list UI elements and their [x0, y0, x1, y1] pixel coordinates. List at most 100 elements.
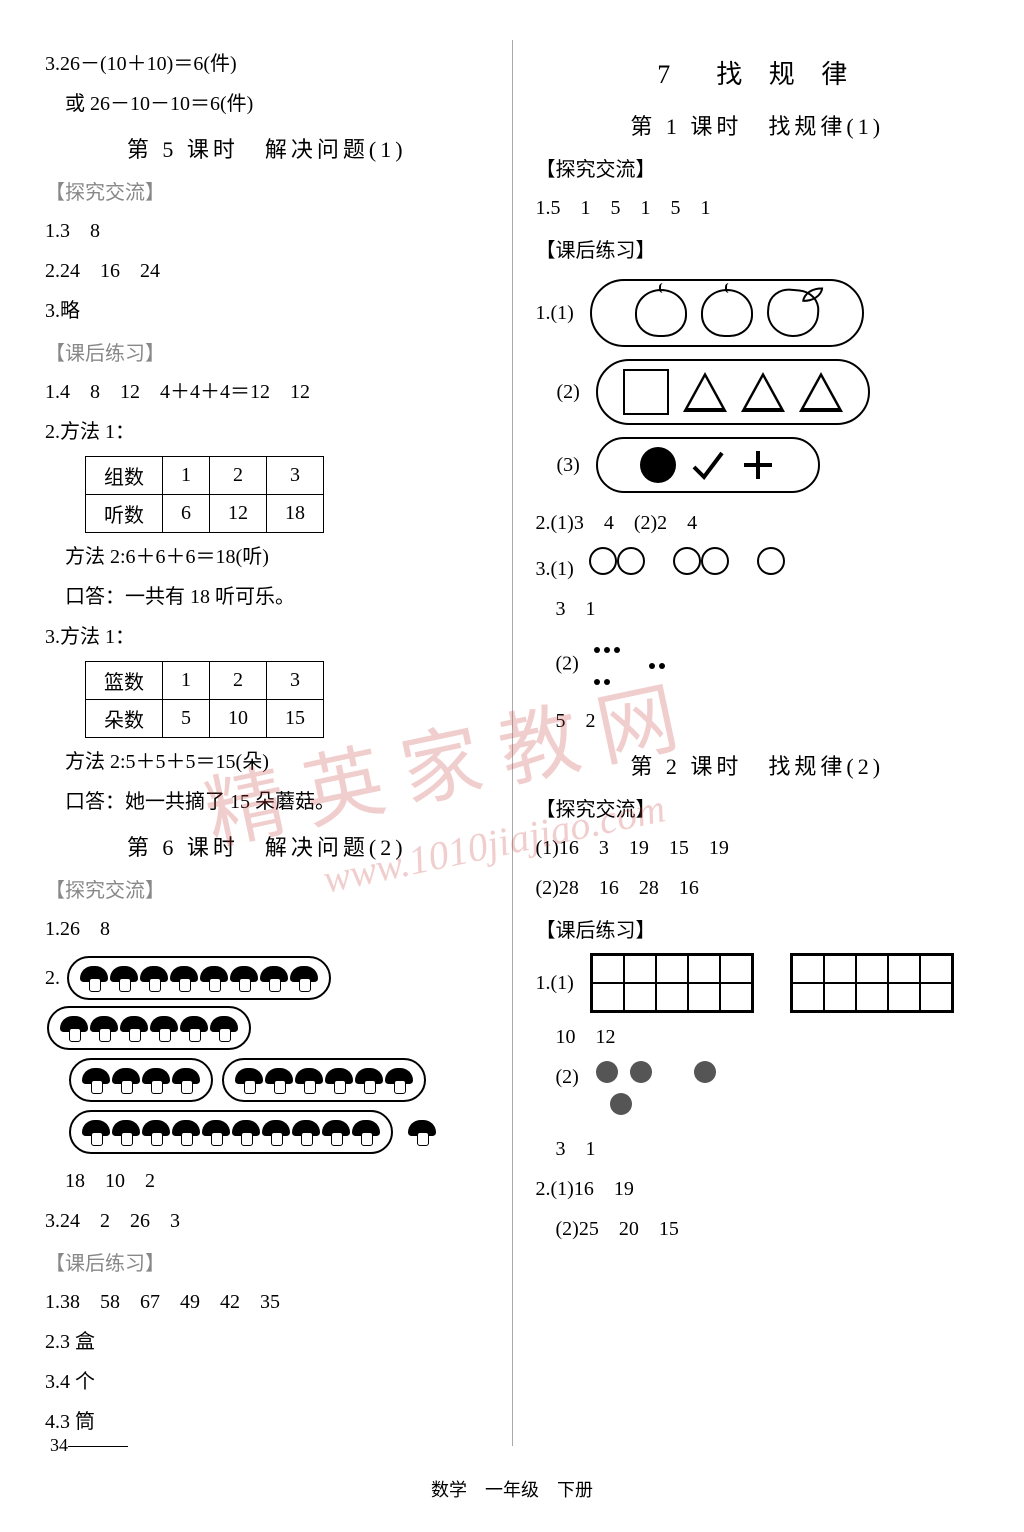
l5-q2: 2.24 16 24	[45, 255, 489, 287]
r-l2-practice: 【课后练习】	[536, 914, 980, 943]
chapter-title: 7 找 规 律	[536, 54, 980, 91]
footer-text: 数学 一年级 下册	[0, 1466, 1024, 1532]
mushroom-group	[47, 1006, 251, 1050]
triangle-icon	[799, 372, 843, 412]
l5-p1: 1.4 8 12 4＋4＋4＝12 12	[45, 376, 489, 408]
r-p1-2-label: (2)	[557, 381, 580, 404]
r-l1-p3-2: 3. (2)	[536, 633, 980, 697]
r-l2-p1-2-nums: 3 1	[536, 1133, 980, 1165]
apple-icon	[701, 289, 753, 337]
l5-p2-intro: 2.方法 1：	[45, 416, 489, 448]
r-p3-1-nums: 3 1	[536, 593, 980, 625]
t2-h2: 2	[210, 662, 267, 700]
r-p1-2-row: 1. (2)	[536, 353, 980, 431]
r-l2-p1-2-label: (2)	[556, 1066, 579, 1088]
lesson6-practice-label: 【课后练习】	[45, 1247, 489, 1276]
t1-h2: 2	[210, 457, 267, 495]
grid-left	[590, 953, 754, 1013]
r-p3-1-label: 3.(1)	[536, 558, 574, 580]
triangle-icon	[741, 372, 785, 412]
solid-dot-icon	[596, 1061, 618, 1083]
t1-h0: 组数	[86, 457, 163, 495]
q3a: 3.26－(10＋10)＝6(件)	[45, 48, 489, 80]
t2-r3: 15	[267, 700, 324, 738]
lesson5-practice-label: 【课后练习】	[45, 337, 489, 366]
mushroom-group	[69, 1058, 213, 1102]
r-lesson2-title: 第 2 课时 找规律(2)	[536, 749, 980, 781]
r-p1-label: 1.(1)	[536, 302, 574, 325]
l5-q3: 3.略	[45, 295, 489, 327]
l6-p3: 3.4 个	[45, 1366, 489, 1398]
l6-p4: 4.3 筒	[45, 1406, 489, 1438]
r-l2-q12: (2)28 16 28 16	[536, 872, 980, 904]
circle-icon	[701, 547, 729, 575]
t1-r2: 12	[210, 495, 267, 533]
r-p1-3-label: (3)	[557, 454, 580, 477]
solid-dot-icon	[694, 1061, 716, 1083]
circle-icon	[757, 547, 785, 575]
l6-q2-label: 2.	[45, 967, 60, 989]
r-l2-p2-2: (2)25 20 15	[536, 1213, 980, 1245]
table1: 组数 1 2 3 听数 6 12 18	[85, 456, 324, 533]
right-column: 7 找 规 律 第 1 课时 找规律(1) 【探究交流】 1.5 1 5 1 5…	[521, 40, 995, 1446]
t1-h3: 3	[267, 457, 324, 495]
r-l2-q11: (1)16 3 19 15 19	[536, 832, 980, 864]
oval-shapes	[596, 359, 870, 425]
solid-dot-icon	[630, 1061, 652, 1083]
lesson5-title: 第 5 课时 解决问题(1)	[45, 132, 489, 164]
mushroom-icon	[408, 1120, 436, 1146]
t2-r1: 5	[163, 700, 210, 738]
r-l1-practice: 【课后练习】	[536, 234, 980, 263]
t1-r0: 听数	[86, 495, 163, 533]
t2-h0: 篮数	[86, 662, 163, 700]
mushroom-group	[69, 1110, 393, 1154]
t2-r2: 10	[210, 700, 267, 738]
l5-p2-m2: 方法 2:6＋6＋6＝18(听)	[45, 541, 489, 573]
l6-q2-nums: 18 10 2	[45, 1165, 489, 1197]
table2: 篮数 1 2 3 朵数 5 10 15	[85, 661, 324, 738]
r-l1-q1: 1.5 1 5 1 5 1	[536, 192, 980, 224]
triangle-icon	[683, 372, 727, 412]
q3b: 或 26－10－10＝6(件)	[45, 88, 489, 120]
lesson6-explore-label: 【探究交流】	[45, 874, 489, 903]
l5-p2-ans: 口答：一共有 18 听可乐。	[45, 581, 489, 613]
t1-r3: 18	[267, 495, 324, 533]
l6-p1: 1.38 58 67 49 42 35	[45, 1286, 489, 1318]
mushroom-group	[222, 1058, 426, 1102]
mushroom-group	[67, 956, 331, 1000]
peach-icon	[765, 287, 821, 339]
page-number: 34	[50, 1435, 128, 1456]
oval-fruits	[590, 279, 864, 347]
r-p1-1-row: 1.(1)	[536, 273, 980, 353]
r-l2-p1: 1.(1)	[536, 953, 980, 1013]
check-icon	[690, 447, 726, 483]
solid-dot-icon	[610, 1093, 632, 1115]
l6-p2: 2.3 盒	[45, 1326, 489, 1358]
grid-right	[790, 953, 954, 1013]
l6-q1: 1.26 8	[45, 913, 489, 945]
r-l2-explore: 【探究交流】	[536, 793, 980, 822]
r-l2-p2-1: 2.(1)16 19	[536, 1173, 980, 1205]
t1-r1: 6	[163, 495, 210, 533]
t2-h3: 3	[267, 662, 324, 700]
apple-icon	[635, 289, 687, 337]
l5-p3-ans: 口答：她一共摘了 15 朵蘑菇。	[45, 786, 489, 818]
l5-q1: 1.3 8	[45, 215, 489, 247]
r-lesson1-title: 第 1 课时 找规律(1)	[536, 109, 980, 141]
l5-p3-intro: 3.方法 1：	[45, 621, 489, 653]
square-icon	[623, 369, 669, 415]
dot-group	[592, 633, 622, 697]
circle-icon	[673, 547, 701, 575]
lesson5-explore-label: 【探究交流】	[45, 176, 489, 205]
column-divider	[512, 40, 513, 1446]
l6-q3: 3.24 2 26 3	[45, 1205, 489, 1237]
circle-icon	[589, 547, 617, 575]
mushroom-icon	[80, 966, 108, 992]
r-l2-p1-2: 1. (2)	[536, 1061, 980, 1125]
r-l1-p2: 2.(1)3 4 (2)2 4	[536, 507, 980, 539]
r-l2-p1-nums: 10 12	[536, 1021, 980, 1053]
t2-h1: 1	[163, 662, 210, 700]
t2-r0: 朵数	[86, 700, 163, 738]
filled-circle-icon	[640, 447, 676, 483]
r-p1-3-row: 1. (3)	[536, 431, 980, 499]
